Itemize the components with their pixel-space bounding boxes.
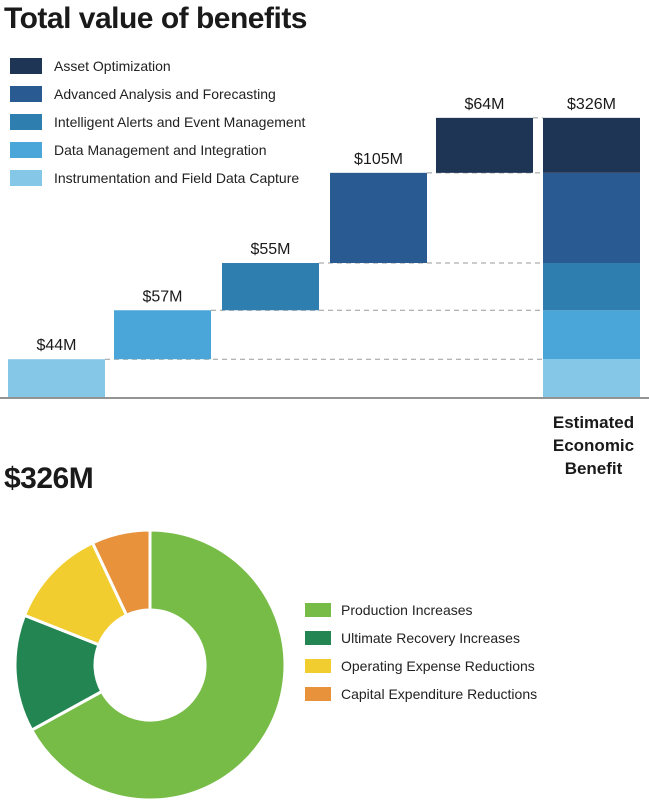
legend-label: Ultimate Recovery Increases [341,630,520,646]
waterfall-chart: $44M $57M $55M $105M $64M $326M Estimated Econo… [0,96,649,478]
legend-swatch [10,170,42,186]
legend-label: Instrumentation and Field Data Capture [54,170,300,186]
total-data-label: $326M [567,96,616,113]
legend-label: Operating Expense Reductions [341,658,535,674]
waterfall-bar [436,117,533,173]
data-label: $44M [36,337,76,354]
legend-item-asset-optimization: Asset Optimization [10,52,305,80]
data-label: $105M [354,151,403,168]
data-label: $57M [142,288,182,305]
legend-item-data-management: Data Management and Integration [10,136,305,164]
data-label: $55M [250,241,290,258]
legend-swatch [10,86,42,102]
waterfall-bar [8,359,105,397]
legend-label: Capital Expenditure Reductions [341,686,538,702]
legend-swatch [305,659,331,673]
category-label: Economic [553,436,634,455]
total-value-heading: $326M [4,462,94,495]
legend-label: Advanced Analysis and Forecasting [54,86,276,102]
total-bar-segment [543,172,640,264]
donut-slice [13,613,104,733]
waterfall-bar [114,310,211,360]
page-title: Total value of benefits [4,2,308,35]
legend-swatch [305,631,331,645]
legend-label: Data Management and Integration [54,142,267,158]
waterfall-bar [330,172,427,264]
category-label: Estimated [553,413,634,432]
waterfall-legend: Asset Optimization Advanced Analysis and… [10,52,305,192]
legend-item-instrumentation: Instrumentation and Field Data Capture [10,164,305,192]
total-bar-segment [543,359,640,397]
legend-item-production: Production Increases [305,596,537,624]
legend-item-opex: Operating Expense Reductions [305,652,537,680]
legend-swatch [305,687,331,701]
legend-item-advanced-analysis: Advanced Analysis and Forecasting [10,80,305,108]
donut-slice [90,528,152,618]
legend-label: Asset Optimization [54,58,171,74]
legend-swatch [305,603,331,617]
category-label: Benefit [565,459,623,478]
total-bar-segment [543,117,640,173]
donut-slice [29,528,287,802]
donut-chart [13,528,287,802]
total-bar-segment [543,263,640,311]
legend-swatch [10,142,42,158]
waterfall-bar [222,263,319,311]
legend-label: Production Increases [341,602,473,618]
legend-label: Intelligent Alerts and Event Management [54,114,306,130]
total-bar-segment [543,310,640,360]
legend-item-recovery: Ultimate Recovery Increases [305,624,537,652]
legend-item-capex: Capital Expenditure Reductions [305,680,537,708]
donut-legend: Production Increases Ultimate Recovery I… [305,596,537,708]
legend-swatch [10,114,42,130]
data-label: $64M [464,96,504,113]
legend-item-intelligent-alerts: Intelligent Alerts and Event Management [10,108,305,136]
legend-swatch [10,58,42,74]
